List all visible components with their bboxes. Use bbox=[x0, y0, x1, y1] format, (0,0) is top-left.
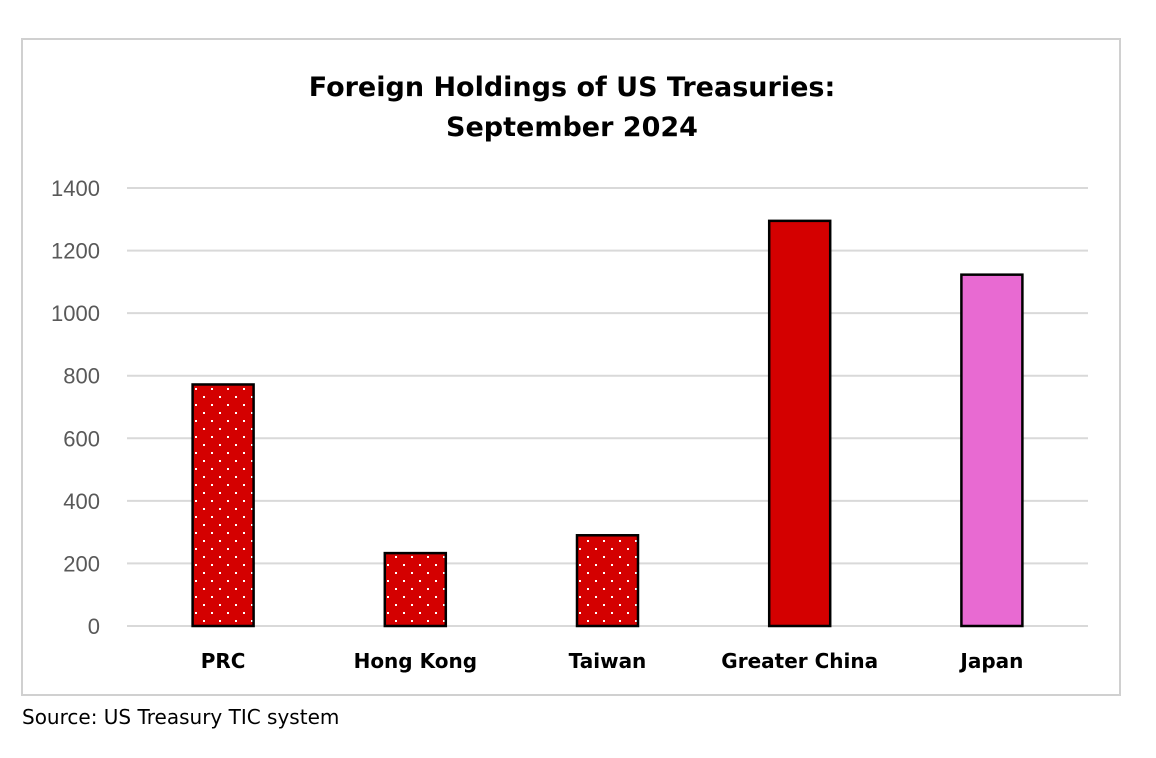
y-tick-label: 200 bbox=[63, 551, 100, 576]
y-tick-label: 600 bbox=[63, 426, 100, 451]
bar-taiwan bbox=[575, 534, 640, 628]
chart-title: Foreign Holdings of US Treasuries: Septe… bbox=[0, 68, 1144, 148]
source-note: Source: US Treasury TIC system bbox=[22, 705, 340, 729]
x-tick-label: Greater China bbox=[721, 649, 878, 673]
bar-hong-kong bbox=[383, 551, 448, 628]
bar-chart: 0 200 400 600 800 1000 1200 1400 PRC Hong Kong Ta… bbox=[51, 176, 1088, 673]
y-tick-label: 800 bbox=[63, 364, 100, 389]
bar-prc bbox=[191, 383, 255, 628]
gridlines bbox=[127, 187, 1088, 627]
x-axis-category-labels: PRC Hong Kong Taiwan Greater China Japan bbox=[201, 649, 1024, 673]
x-tick-label: Japan bbox=[958, 649, 1023, 673]
x-tick-label: Hong Kong bbox=[354, 649, 477, 673]
chart-title-line-2: September 2024 bbox=[446, 112, 698, 143]
bar-japan bbox=[960, 273, 1024, 628]
x-tick-label: PRC bbox=[201, 649, 246, 673]
x-tick-label: Taiwan bbox=[569, 649, 647, 673]
bar-greater-china bbox=[767, 219, 832, 628]
y-tick-label: 1000 bbox=[51, 301, 100, 326]
y-axis-tick-labels: 0 200 400 600 800 1000 1200 1400 bbox=[51, 176, 100, 639]
y-tick-label: 400 bbox=[63, 489, 100, 514]
bars bbox=[191, 219, 1024, 628]
y-tick-label: 0 bbox=[88, 614, 100, 639]
y-tick-label: 1400 bbox=[51, 176, 100, 201]
chart-title-line-1: Foreign Holdings of US Treasuries: bbox=[308, 72, 836, 103]
y-tick-label: 1200 bbox=[51, 239, 100, 264]
